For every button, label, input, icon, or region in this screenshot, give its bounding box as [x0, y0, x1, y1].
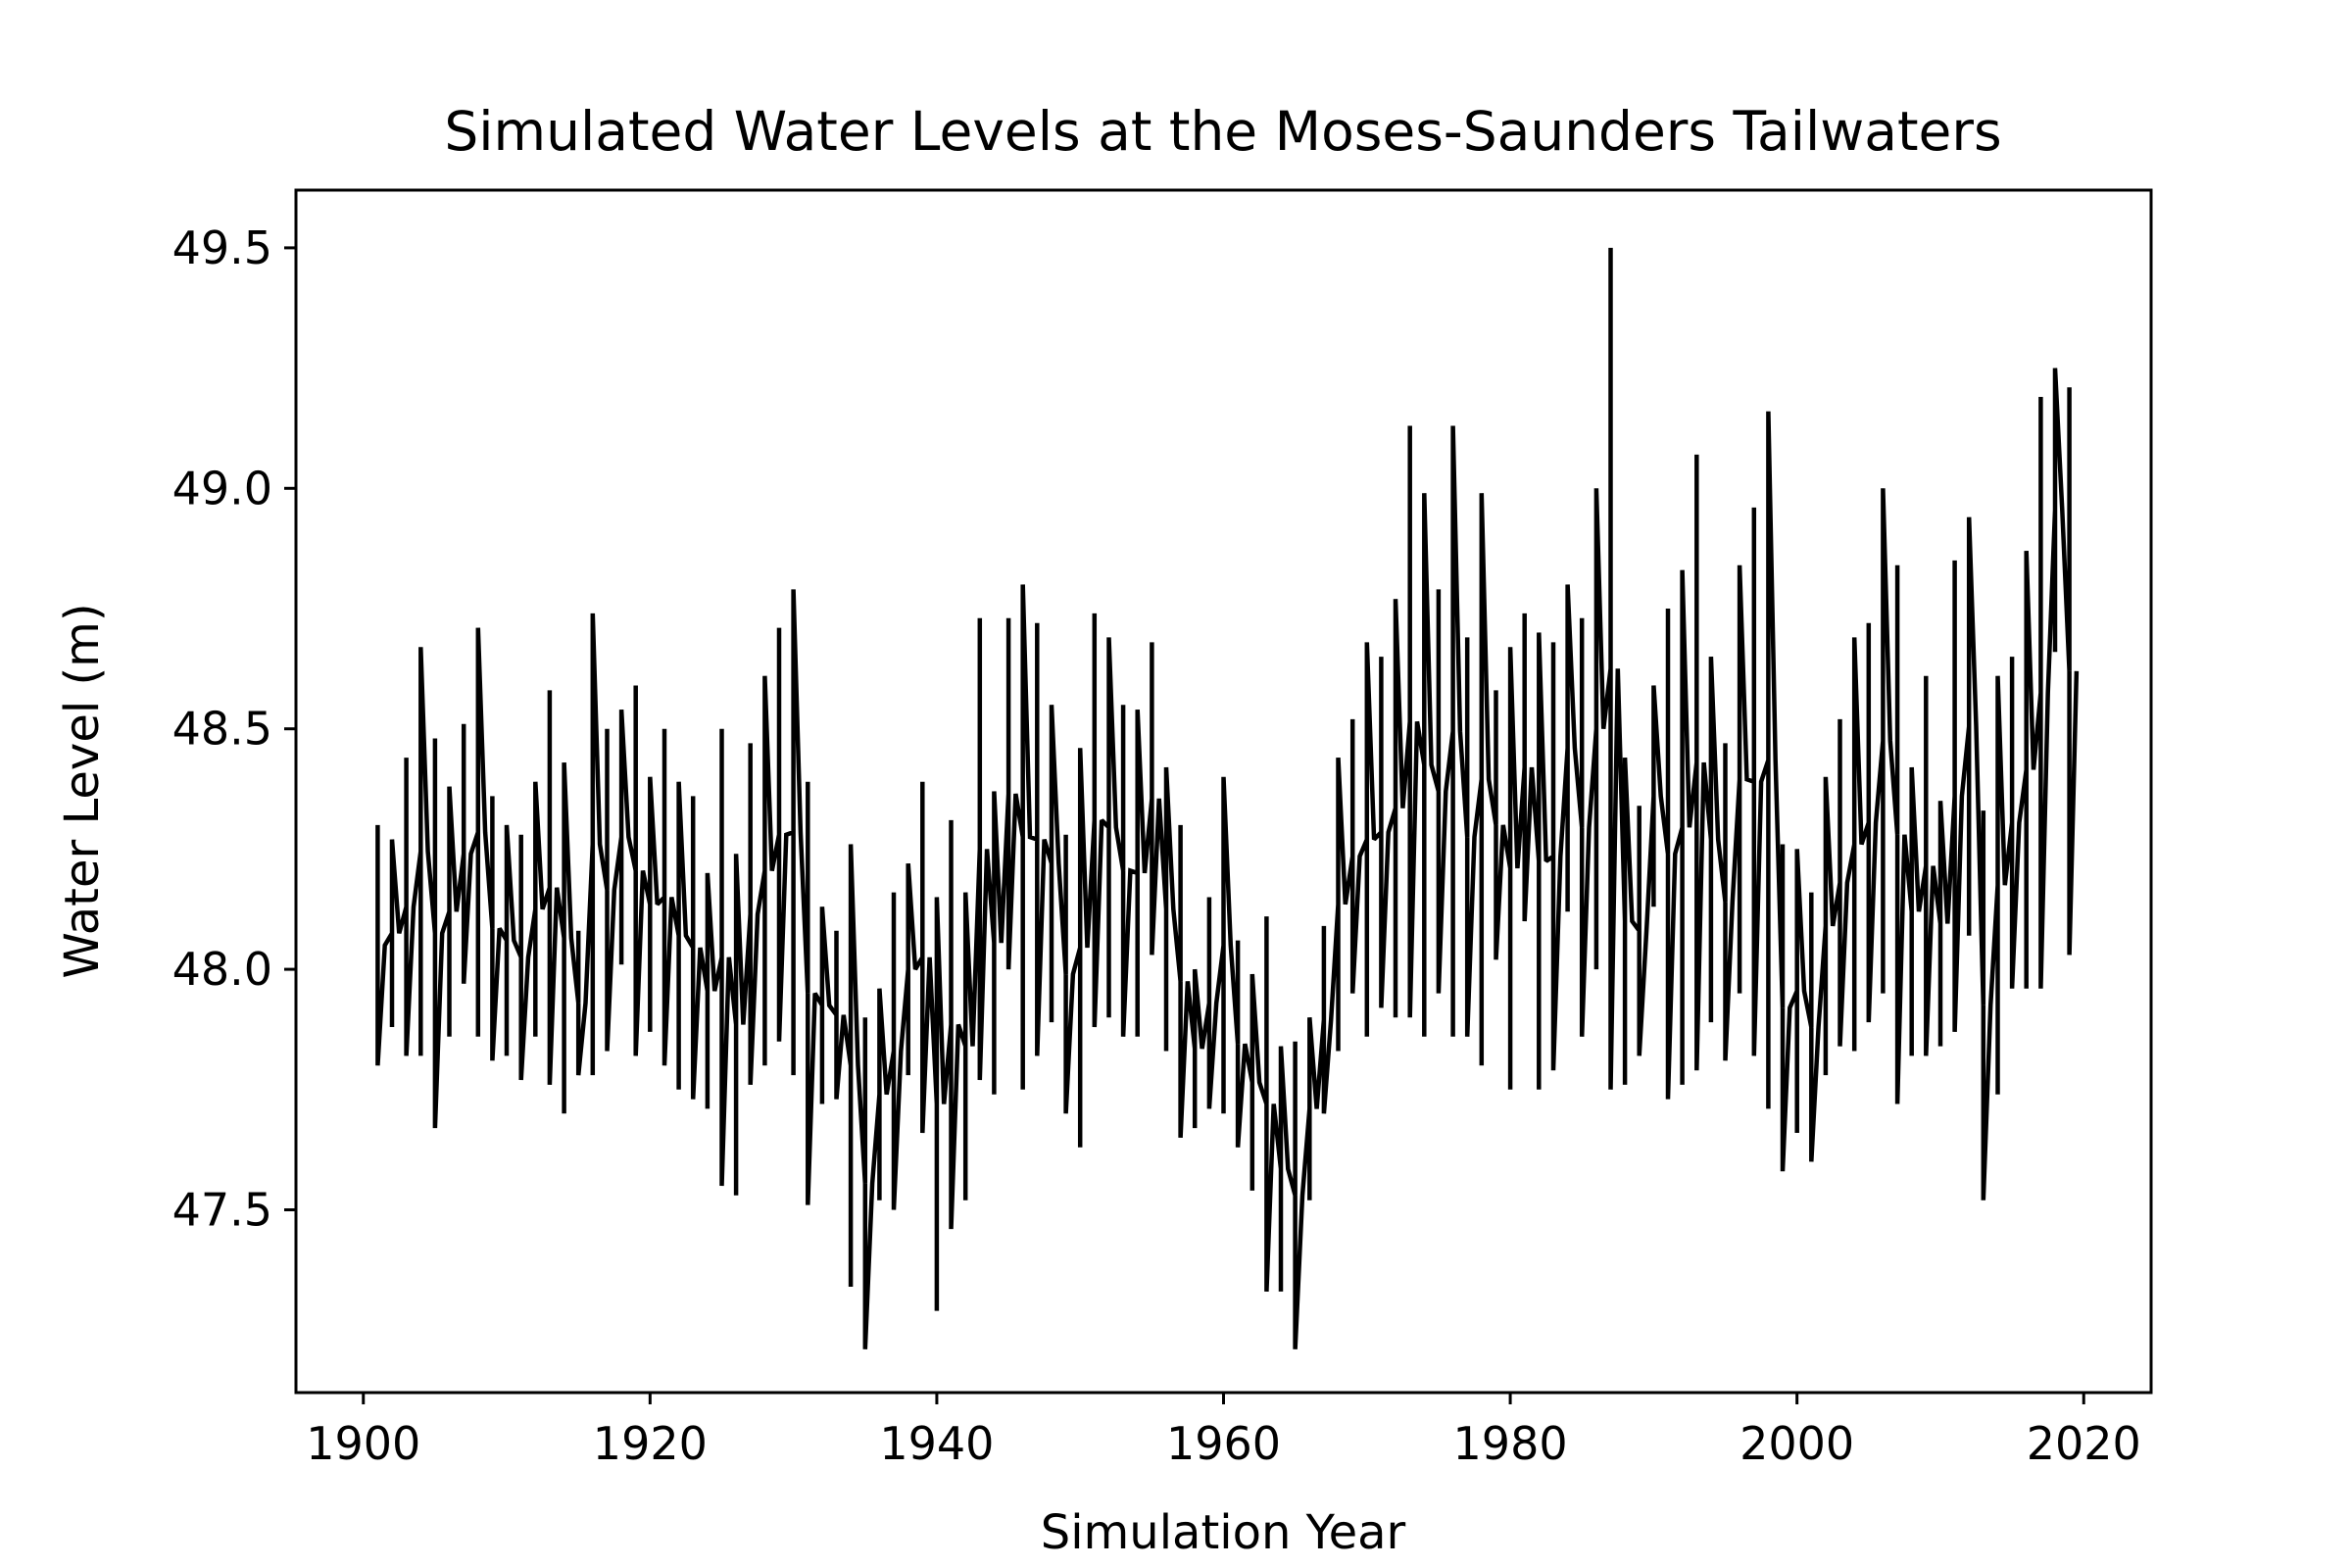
y-tick-label: 49.5 [172, 221, 272, 274]
x-tick-label: 1900 [306, 1417, 420, 1470]
x-tick-label: 1920 [593, 1417, 708, 1470]
y-axis: 47.5 48.0 48.5 49.0 49.5 [172, 221, 296, 1236]
x-axis-label: Simulation Year [1041, 1505, 1406, 1560]
y-tick-label: 48.0 [172, 943, 272, 996]
y-axis-label: Water Level (m) [55, 603, 110, 978]
x-tick-label: 2020 [2027, 1417, 2141, 1470]
x-tick-label: 1980 [1453, 1417, 1568, 1470]
x-tick-label: 1940 [879, 1417, 994, 1470]
x-tick-label: 1960 [1166, 1417, 1281, 1470]
chart-title: Simulated Water Levels at the Moses-Saun… [444, 100, 2001, 163]
x-axis: 1900 1920 1940 1960 1980 2000 2020 [306, 1393, 2141, 1470]
y-tick-label: 49.0 [172, 462, 272, 514]
water-level-series-line [375, 247, 2080, 1349]
y-tick-label: 47.5 [172, 1183, 272, 1236]
data-layer [375, 247, 2080, 1349]
y-tick-label: 48.5 [172, 703, 272, 756]
x-tick-label: 2000 [1740, 1417, 1854, 1470]
